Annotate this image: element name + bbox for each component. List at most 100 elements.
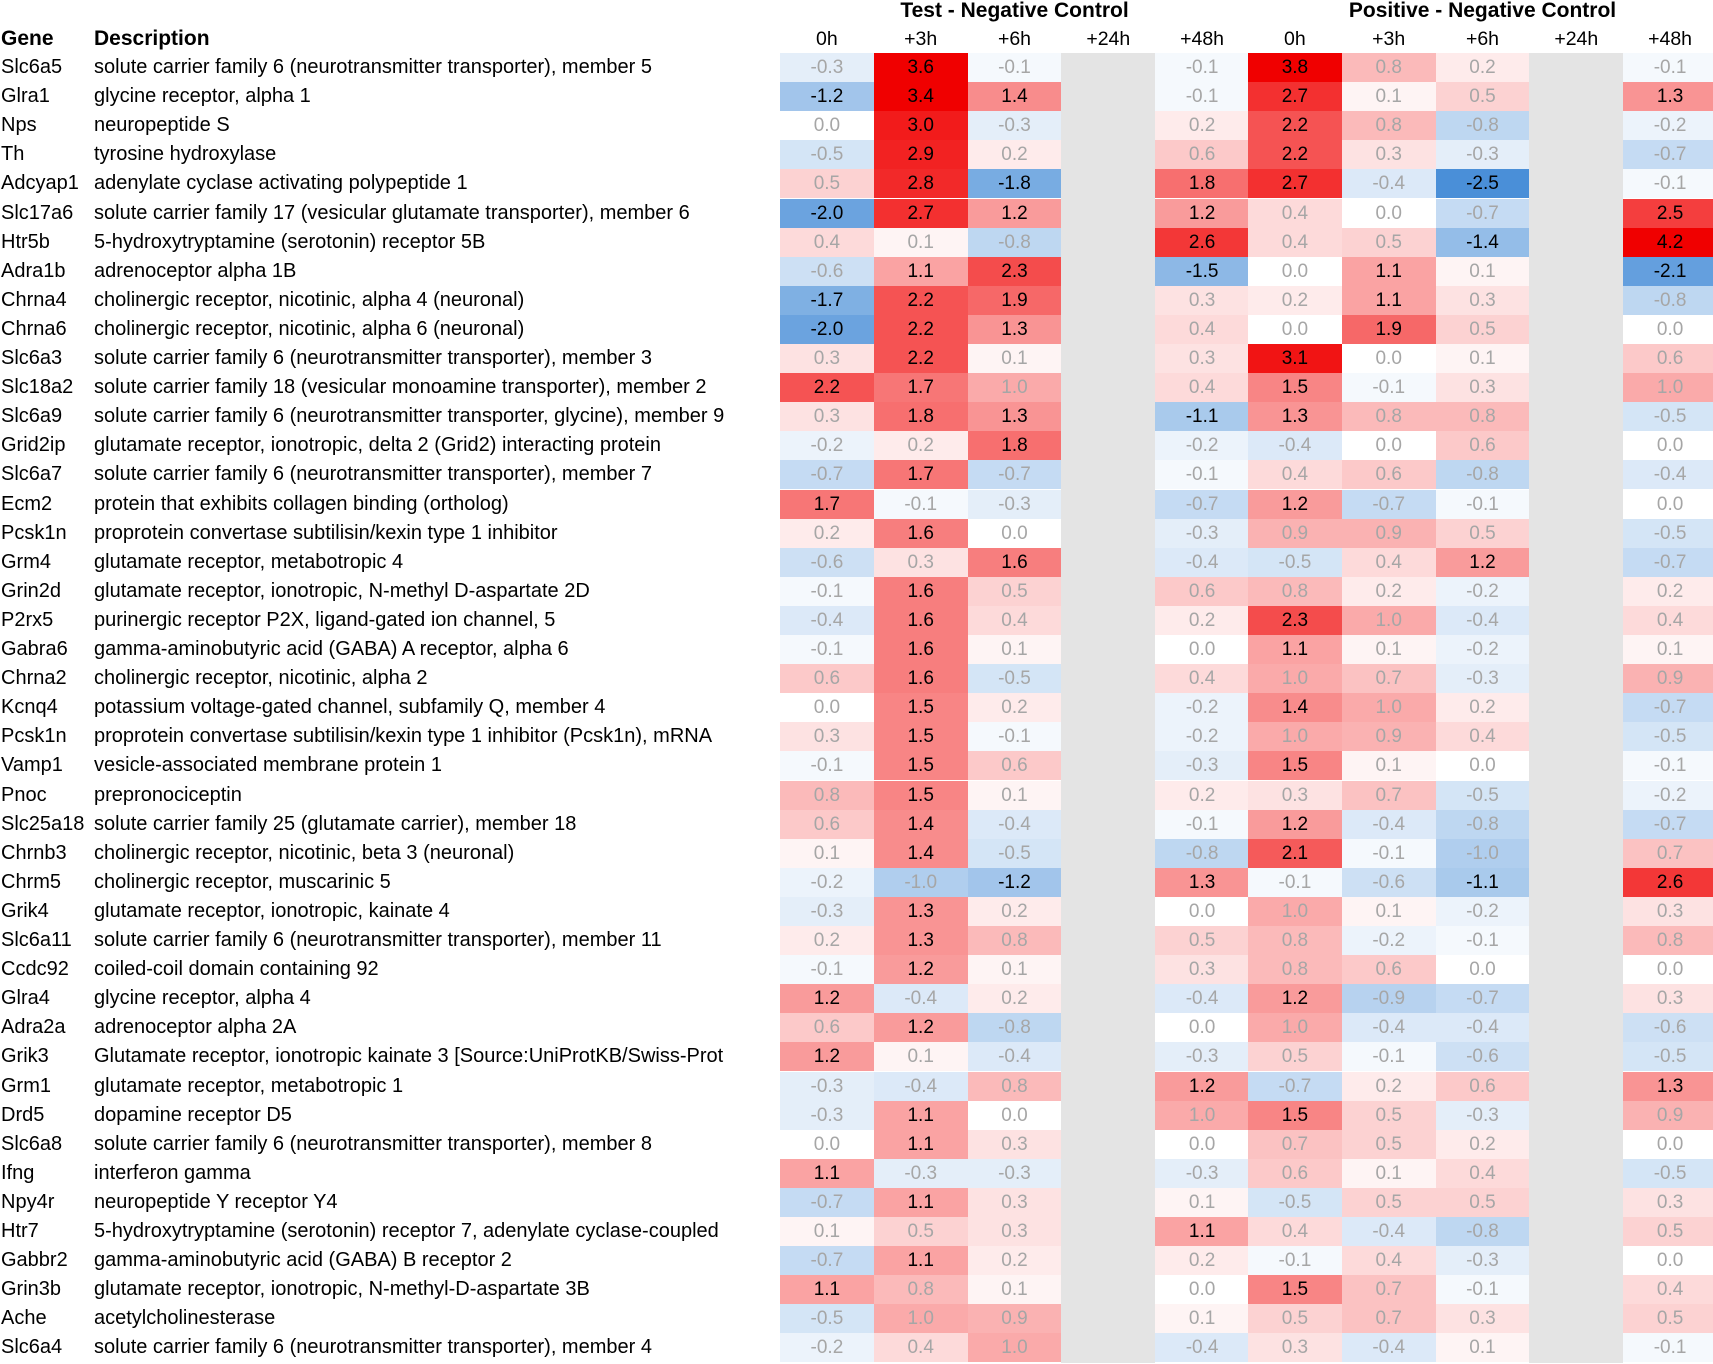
heatmap-cell: 1.9 xyxy=(1341,314,1436,344)
gene-symbol: Adcyap1 xyxy=(1,172,79,195)
heatmap-cell: 0.2 xyxy=(1341,576,1436,606)
heatmap-cell: -0.2 xyxy=(1341,926,1436,955)
heatmap-cell: 0.3 xyxy=(1623,1187,1713,1217)
heatmap-cell: -0.4 xyxy=(1155,1333,1249,1363)
heatmap-cell: 1.1 xyxy=(1341,256,1436,286)
heatmap-cell: -0.2 xyxy=(1435,635,1530,664)
heatmap-cell: -0.4 xyxy=(967,809,1062,839)
heatmap-cell: -0.4 xyxy=(1435,605,1530,635)
table-row: Slc6a3 solute carrier family 6 (neurotran… xyxy=(0,344,1713,373)
heatmap-cell: -0.8 xyxy=(967,227,1062,257)
heatmap-cell: -0.2 xyxy=(1623,111,1713,141)
gene-symbol: Grin2d xyxy=(1,579,62,602)
heatmap-cell: 1.0 xyxy=(1155,1100,1249,1130)
table-row: Slc6a7 solute carrier family 6 (neurotran… xyxy=(0,460,1713,490)
heatmap-cell: 0.3 xyxy=(1248,1333,1342,1363)
heatmap-cell: 0.0 xyxy=(1623,489,1713,519)
heatmap-cell: -0.2 xyxy=(1155,722,1249,752)
heatmap-cell: 0.3 xyxy=(1623,896,1713,926)
heatmap-cell: 1.7 xyxy=(873,460,968,490)
heatmap-cell: -1.7 xyxy=(780,285,874,315)
gene-description: solute carrier family 17 (vesicular glut… xyxy=(94,201,690,224)
heatmap-cell: 0.0 xyxy=(1155,1275,1249,1305)
heatmap-cell: 0.1 xyxy=(1435,256,1530,286)
gene-symbol: Grm4 xyxy=(1,550,51,573)
heatmap-cell: 1.1 xyxy=(780,1158,874,1188)
gene-symbol: Slc6a11 xyxy=(1,929,72,951)
heatmap-cell: 1.0 xyxy=(1248,1013,1342,1043)
heatmap-cell: -0.2 xyxy=(1155,431,1249,461)
gene-description: solute carrier family 6 (neurotransmitte… xyxy=(94,1336,652,1359)
heatmap-cell: 4.2 xyxy=(1623,227,1713,257)
heatmap-cell: 0.2 xyxy=(1435,53,1530,82)
heatmap-cell: 0.7 xyxy=(1341,1304,1436,1334)
heatmap-cell: 0.5 xyxy=(780,169,874,199)
heatmap-cell: -0.8 xyxy=(1435,111,1530,141)
heatmap-cell: 1.6 xyxy=(873,576,968,606)
gene-symbol: Slc6a8 xyxy=(1,1132,63,1155)
heatmap-cell: -0.3 xyxy=(780,1071,874,1101)
heatmap-cell: 0.8 xyxy=(780,780,874,810)
heatmap-cell: 1.8 xyxy=(1155,169,1249,199)
heatmap-cell: 2.7 xyxy=(1248,169,1342,199)
heatmap-cell: 2.2 xyxy=(873,314,968,344)
heatmap-cell: -0.5 xyxy=(780,140,874,170)
missing-timepoint-column-test xyxy=(1061,53,1156,1363)
heatmap-cell: -1.4 xyxy=(1435,227,1530,257)
heatmap-cell: 1.9 xyxy=(967,285,1062,315)
heatmap-cell: -0.5 xyxy=(967,664,1062,694)
table-row: Ifng interferon gamma 1.1 -0.3 -0.3 -0.3 0.6 0.… xyxy=(0,1158,1713,1188)
heatmap-cell: 0.3 xyxy=(1155,285,1249,315)
heatmap-cell: -0.8 xyxy=(967,1013,1062,1043)
heatmap-cell: 1.1 xyxy=(873,1100,968,1130)
heatmap-cell: 0.8 xyxy=(1341,111,1436,141)
heatmap-cell: 3.6 xyxy=(873,53,968,82)
table-row: Gabra6 gamma-aminobutyric acid (GABA) A r… xyxy=(0,635,1713,664)
gene-description: Glutamate receptor, ionotropic kainate 3… xyxy=(94,1045,724,1068)
heatmap-cell: -0.1 xyxy=(1623,1333,1713,1363)
gene-description: proprotein convertase subtilisin/kexin t… xyxy=(94,521,558,544)
heatmap-cell: 1.1 xyxy=(1155,1217,1249,1246)
gene-description: neuropeptide Y receptor Y4 xyxy=(94,1190,338,1213)
table-row: Th tyrosine hydroxylase -0.5 2.9 0.2 0.6 2.2 0.… xyxy=(0,140,1713,170)
heatmap-cell: 1.6 xyxy=(967,547,1062,577)
heatmap-cell: -0.3 xyxy=(1435,140,1530,170)
heatmap-cell: -0.1 xyxy=(1435,489,1530,519)
heatmap-cell: 0.6 xyxy=(1435,1071,1530,1101)
heatmap-cell: -0.1 xyxy=(1341,373,1436,403)
table-row: Chrm5 cholinergic receptor, muscarinic 5 -… xyxy=(0,867,1713,897)
gene-symbol: Pcsk1n xyxy=(1,521,67,544)
heatmap-cell: -0.1 xyxy=(873,489,968,519)
table-row: Slc18a2 solute carrier family 18 (vesicul… xyxy=(0,373,1713,403)
heatmap-cell: 2.2 xyxy=(1248,140,1342,170)
heatmap-cell: 0.8 xyxy=(1248,955,1342,985)
heatmap-cell: 0.6 xyxy=(1155,576,1249,606)
heatmap-cell: 0.1 xyxy=(780,1217,874,1246)
heatmap-cell: -0.3 xyxy=(1435,664,1530,694)
timepoint-header-test-3h: +3h xyxy=(904,28,938,50)
heatmap-cell: 0.7 xyxy=(1341,780,1436,810)
gene-symbol: Grid2ip xyxy=(1,434,66,457)
timepoint-header-positive-3h: +3h xyxy=(1372,28,1406,50)
table-row: Slc6a8 solute carrier family 6 (neurotran… xyxy=(0,1129,1713,1159)
heatmap-cell: -0.5 xyxy=(1623,518,1713,548)
heatmap-cell: 1.4 xyxy=(873,809,968,839)
table-row: Nps neuropeptide S 0.0 3.0 -0.3 0.2 2.2 0.8 -0.8… xyxy=(0,111,1713,141)
heatmap-cell: 1.1 xyxy=(873,1129,968,1159)
heatmap-cell: -0.4 xyxy=(1341,1013,1436,1043)
heatmap-cell: 0.5 xyxy=(967,576,1062,606)
heatmap-cell: 0.2 xyxy=(967,896,1062,926)
heatmap-cell: 2.3 xyxy=(1248,605,1342,635)
heatmap-cell: 1.0 xyxy=(967,373,1062,403)
heatmap-cell: 0.0 xyxy=(1341,198,1436,228)
heatmap-cell: 0.0 xyxy=(1248,314,1342,344)
heatmap-cell: 0.4 xyxy=(1248,460,1342,490)
heatmap-cell: -0.6 xyxy=(1623,1013,1713,1043)
heatmap-cell: -0.7 xyxy=(780,1187,874,1217)
heatmap-cell: -0.1 xyxy=(1155,809,1249,839)
heatmap-cell: 0.1 xyxy=(967,780,1062,810)
heatmap-cell: 0.6 xyxy=(1155,140,1249,170)
heatmap-cell: 1.4 xyxy=(1248,693,1342,723)
missing-timepoint-column-positive xyxy=(1529,53,1624,1363)
